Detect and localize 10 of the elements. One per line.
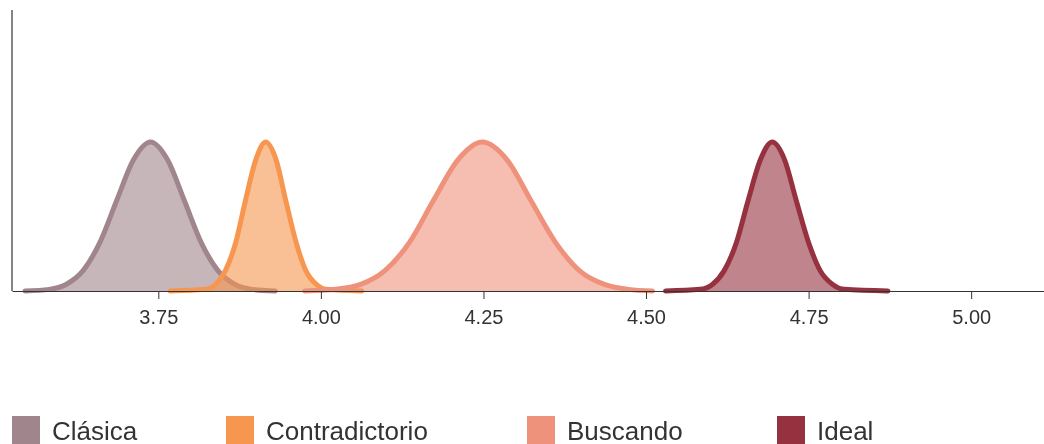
legend-label: Buscando — [567, 416, 683, 444]
x-tick-label: 4.75 — [789, 306, 829, 328]
legend-label: Ideal — [817, 416, 874, 444]
x-tick-label: 3.75 — [139, 306, 179, 328]
legend-label: Contradictorio — [266, 416, 428, 444]
x-tick-label: 5.00 — [952, 306, 992, 328]
x-tick-label: 4.50 — [627, 306, 666, 328]
legend-label: Clásica — [52, 416, 138, 444]
x-tick-label: 4.25 — [464, 306, 504, 328]
x-tick-label: 4.00 — [301, 306, 341, 328]
